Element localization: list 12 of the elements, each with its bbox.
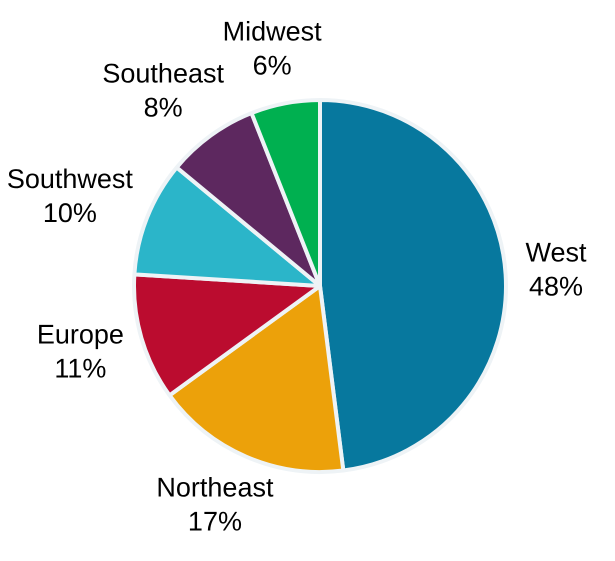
slice-label: Midwest	[222, 16, 322, 47]
data-label: 8%	[144, 92, 183, 122]
slice-label: Southwest	[6, 164, 134, 194]
slice-label: West	[526, 237, 588, 268]
data-label: 11%	[54, 353, 106, 384]
data-label: 10%	[42, 198, 97, 228]
slice-label: Europe	[36, 319, 124, 350]
slice-label: Northeast	[156, 472, 274, 503]
data-label: 48%	[529, 271, 584, 302]
slice-label: Southeast	[102, 58, 224, 88]
data-label: 6%	[252, 50, 292, 81]
data-label: 17%	[188, 506, 242, 537]
